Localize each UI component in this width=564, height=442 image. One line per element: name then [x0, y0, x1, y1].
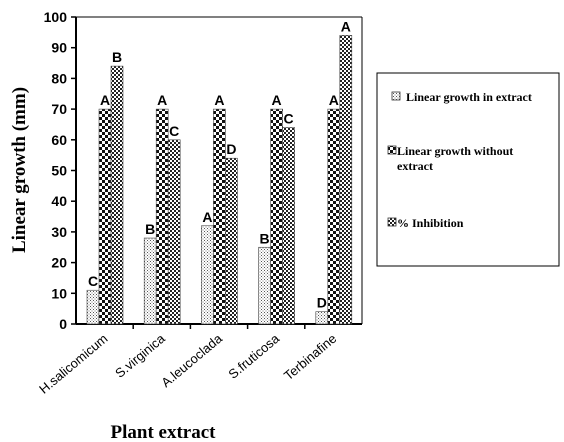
bar — [167, 139, 181, 325]
legend-label: Linear growth without — [397, 144, 513, 158]
x-axis-title: Plant extract — [111, 422, 217, 442]
bars — [86, 35, 353, 325]
data-label: A — [157, 92, 167, 108]
x-tick-label: Terbinafine — [281, 331, 339, 383]
bar — [270, 108, 283, 325]
bar — [339, 35, 353, 325]
y-tick-label: 70 — [51, 101, 67, 117]
bar — [201, 225, 214, 325]
bar — [213, 108, 226, 325]
bar — [258, 246, 271, 325]
x-tick-label: H.salicomicum — [36, 331, 110, 397]
bar — [225, 157, 238, 325]
data-label: B — [145, 221, 155, 237]
data-label: A — [329, 92, 339, 108]
data-label: C — [284, 111, 294, 127]
legend-swatch — [387, 217, 397, 227]
y-tick-label: 20 — [51, 255, 67, 271]
y-tick-label: 10 — [51, 285, 67, 301]
data-label: A — [272, 92, 282, 108]
legend-swatch — [391, 91, 401, 101]
plot-area — [76, 16, 363, 324]
x-tick-label: A.leucoclada — [158, 330, 225, 390]
data-label: B — [260, 230, 270, 246]
y-tick-label: 40 — [51, 193, 67, 209]
bar — [315, 311, 329, 325]
y-tick-label: 80 — [51, 70, 67, 86]
data-label: A — [341, 18, 351, 34]
y-axis-title: Linear growth (mm) — [9, 87, 30, 253]
legend-swatch — [387, 145, 397, 155]
data-label: D — [226, 141, 236, 157]
y-tick-label: 50 — [51, 163, 67, 179]
y-tick-label: 90 — [51, 40, 67, 56]
bar — [110, 65, 124, 325]
legend-label: Linear growth in extract — [406, 90, 532, 104]
bar — [155, 108, 169, 325]
legend: Linear growth in extract Linear growth wi… — [376, 72, 560, 267]
data-label: A — [100, 92, 110, 108]
bar — [282, 127, 295, 325]
x-tick-label: S.fruticosa — [225, 330, 282, 381]
y-axis: 0 10 20 30 40 50 60 70 80 90 100 — [44, 9, 77, 332]
data-label: D — [317, 295, 327, 311]
bar — [98, 108, 112, 325]
data-label: B — [112, 49, 122, 65]
bar — [86, 289, 100, 325]
data-label: A — [202, 209, 212, 225]
data-label: C — [169, 123, 179, 139]
data-label: A — [214, 92, 224, 108]
y-tick-label: 100 — [44, 9, 68, 25]
legend-label: extract — [397, 159, 433, 173]
legend-label: % Inhibition — [397, 216, 464, 230]
y-tick-label: 60 — [51, 132, 67, 148]
x-tick-label: S.virginica — [112, 330, 168, 381]
legend-box — [376, 72, 560, 267]
data-label: C — [88, 273, 98, 289]
y-tick-label: 0 — [59, 316, 67, 332]
y-tick-label: 30 — [51, 224, 67, 240]
bar — [143, 237, 157, 325]
bar — [327, 108, 341, 325]
